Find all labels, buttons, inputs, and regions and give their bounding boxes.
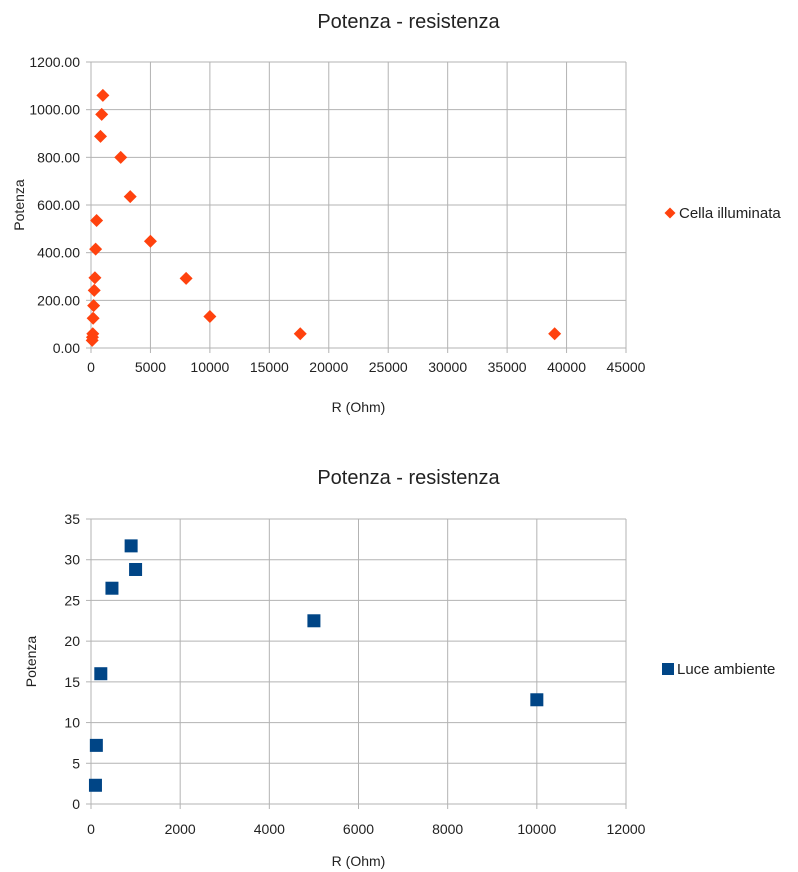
x-tick-label: 0 xyxy=(87,359,95,375)
x-tick-label: 8000 xyxy=(432,821,463,837)
x-tick-label: 30000 xyxy=(428,359,467,375)
x-tick-label: 20000 xyxy=(309,359,348,375)
data-point xyxy=(307,614,321,628)
data-point xyxy=(87,299,101,313)
data-point xyxy=(143,234,157,248)
y-tick-label: 600.00 xyxy=(37,197,80,213)
data-point xyxy=(530,693,544,707)
data-point xyxy=(96,88,110,102)
data-point xyxy=(88,778,102,792)
data-point xyxy=(89,242,103,256)
data-point xyxy=(105,581,119,595)
legend-marker xyxy=(662,663,674,675)
data-point xyxy=(85,333,99,347)
data-point xyxy=(124,539,138,553)
data-point xyxy=(89,738,103,752)
x-tick-label: 10000 xyxy=(517,821,556,837)
y-tick-label: 30 xyxy=(64,552,80,568)
y-tick-label: 20 xyxy=(64,633,80,649)
x-tick-label: 25000 xyxy=(369,359,408,375)
x-tick-label: 4000 xyxy=(254,821,285,837)
data-point xyxy=(94,667,108,681)
chart-title: Potenza - resistenza xyxy=(317,467,500,489)
data-point xyxy=(548,327,562,341)
y-axis-label: Potenza xyxy=(23,636,39,688)
y-tick-label: 10 xyxy=(64,715,80,731)
x-axis-label: R (Ohm) xyxy=(332,853,386,869)
data-point xyxy=(123,190,137,204)
data-point xyxy=(88,271,102,285)
x-tick-label: 35000 xyxy=(488,359,527,375)
y-tick-label: 0 xyxy=(72,796,80,812)
x-tick-label: 15000 xyxy=(250,359,289,375)
y-tick-label: 1000.00 xyxy=(29,102,80,118)
y-tick-label: 15 xyxy=(64,674,80,690)
chart-illuminated-cell: Potenza - resistenza 0 5000 10000 15000 20000… xyxy=(11,11,781,415)
data-point xyxy=(94,129,108,143)
y-tick-label: 400.00 xyxy=(37,245,80,261)
legend-label: Luce ambiente xyxy=(677,661,775,678)
data-point xyxy=(203,310,217,324)
legend-marker xyxy=(664,207,676,219)
x-tick-label: 45000 xyxy=(607,359,646,375)
data-point xyxy=(179,271,193,285)
data-point xyxy=(114,150,128,164)
y-tick-label: 25 xyxy=(64,592,80,608)
data-point xyxy=(95,107,109,121)
y-tick-label: 1200.00 xyxy=(29,54,80,70)
x-tick-label: 5000 xyxy=(135,359,166,375)
x-tick-label: 10000 xyxy=(190,359,229,375)
x-tick-label: 6000 xyxy=(343,821,374,837)
x-tick-label: 2000 xyxy=(165,821,196,837)
y-tick-label: 800.00 xyxy=(37,149,80,165)
y-axis-label: Potenza xyxy=(11,179,27,231)
x-tick-label: 0 xyxy=(87,821,95,837)
chart-title: Potenza - resistenza xyxy=(317,11,500,33)
data-point xyxy=(293,327,307,341)
y-tick-label: 200.00 xyxy=(37,292,80,308)
y-tick-label: 35 xyxy=(64,511,80,527)
y-tick-label: 5 xyxy=(72,755,80,771)
data-point xyxy=(90,213,104,227)
data-point xyxy=(86,311,100,325)
y-tick-label: 0.00 xyxy=(53,340,80,356)
x-axis-label: R (Ohm) xyxy=(332,399,386,415)
x-tick-label: 12000 xyxy=(607,821,646,837)
data-point xyxy=(87,283,101,297)
legend-label: Cella illuminata xyxy=(679,205,781,222)
data-point xyxy=(129,562,143,576)
x-tick-label: 40000 xyxy=(547,359,586,375)
